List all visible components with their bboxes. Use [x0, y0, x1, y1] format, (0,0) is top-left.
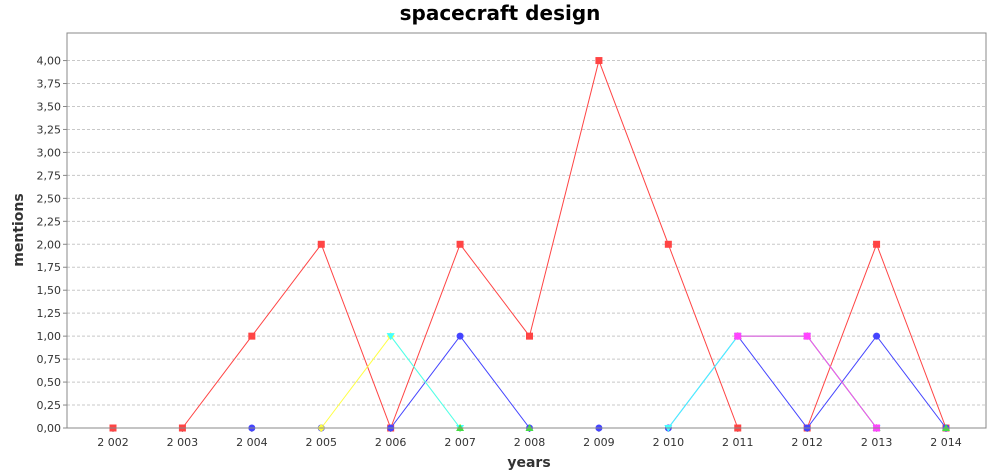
y-tick-label: 1,75 — [37, 261, 62, 274]
x-tick-label: 2 004 — [236, 436, 268, 449]
plot-area-border — [66, 32, 987, 429]
x-tick-label: 2 009 — [583, 436, 615, 449]
x-tick-label: 2 010 — [653, 436, 685, 449]
x-tick-label: 2 013 — [861, 436, 893, 449]
x-tick-label: 2 006 — [375, 436, 407, 449]
x-tick-label: 2 007 — [444, 436, 476, 449]
data-point — [595, 57, 603, 65]
y-ticks: 0,00 0,25 0,50 0,75 1,00 1,25 1,50 1,75 2,00 2,25… — [37, 55, 67, 435]
data-point — [248, 332, 256, 340]
x-tick-label: 2 003 — [167, 436, 199, 449]
data-point — [456, 332, 464, 340]
x-tick-label: 2 005 — [306, 436, 338, 449]
y-tick-label: 3,50 — [37, 100, 62, 113]
grid — [67, 60, 986, 429]
y-tick-label: 0,00 — [37, 422, 62, 435]
y-tick-label: 2,25 — [37, 215, 62, 228]
y-tick-label: 4,00 — [37, 55, 62, 68]
data-point — [456, 240, 464, 248]
data-point — [803, 332, 811, 340]
data-point — [734, 332, 742, 340]
x-tick-label: 2 002 — [97, 436, 129, 449]
y-tick-label: 0,75 — [37, 353, 62, 366]
x-tick-label: 2 011 — [722, 436, 754, 449]
y-tick-label: 1,50 — [37, 284, 62, 297]
y-tick-label: 3,00 — [37, 146, 62, 159]
y-tick-label: 2,75 — [37, 169, 62, 182]
data-point — [873, 240, 881, 248]
x-axis-label: years — [507, 455, 550, 471]
y-tick-label: 1,00 — [37, 330, 62, 343]
y-tick-label: 3,75 — [37, 78, 62, 91]
data-point — [386, 333, 395, 341]
x-tick-label: 2 012 — [791, 436, 823, 449]
x-tick-label: 2 008 — [514, 436, 546, 449]
y-tick-label: 2,50 — [37, 192, 62, 205]
y-tick-label: 1,25 — [37, 307, 62, 320]
y-tick-label: 0,50 — [37, 376, 62, 389]
data-point — [317, 240, 325, 248]
data-point — [664, 240, 672, 248]
chart-title: spacecraft design — [400, 1, 601, 25]
data-point — [873, 332, 881, 340]
y-axis-label: mentions — [11, 193, 27, 266]
x-tick-label: 2 014 — [930, 436, 962, 449]
y-tick-label: 2,00 — [37, 238, 62, 251]
data-point — [526, 332, 533, 340]
y-tick-label: 3,25 — [37, 123, 62, 136]
y-tick-label: 0,25 — [37, 399, 62, 412]
